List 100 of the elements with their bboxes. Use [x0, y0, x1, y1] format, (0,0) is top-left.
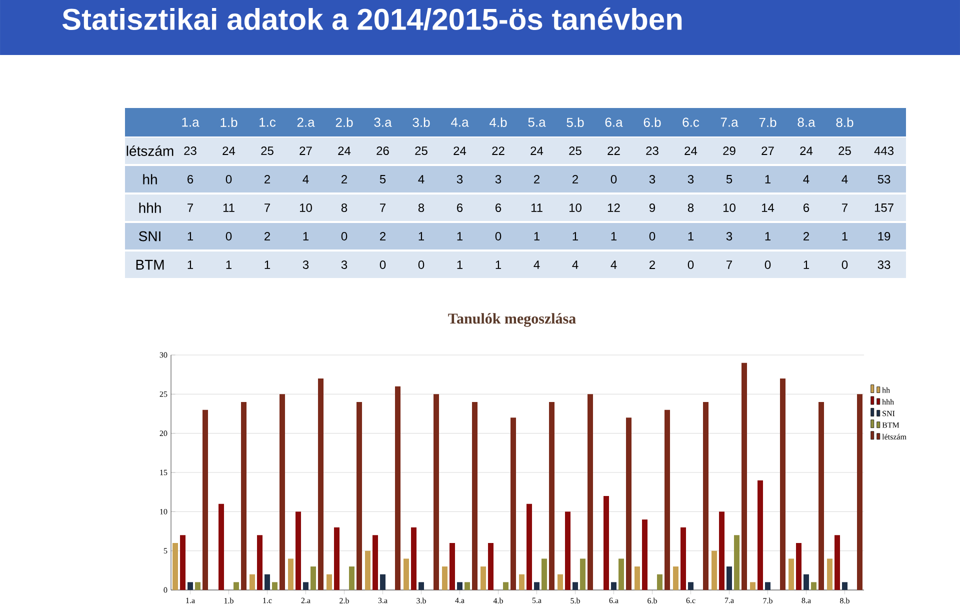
data-label: 1: [765, 232, 770, 240]
bar: [758, 480, 763, 590]
data-label: 0: [610, 174, 617, 184]
bar: [310, 566, 316, 590]
data-label: 0: [649, 232, 656, 240]
data-label: 0: [226, 174, 232, 184]
text: 33: [878, 260, 890, 269]
data-label: 8: [688, 203, 694, 212]
data-label: 3: [302, 260, 309, 269]
bar: [404, 558, 410, 590]
bar: [519, 574, 525, 590]
data-label: 0: [418, 260, 424, 269]
bar: [742, 362, 748, 590]
bar: [395, 386, 401, 590]
bar: [688, 582, 694, 590]
category-label: 1.c: [260, 118, 276, 127]
bar: [664, 410, 670, 590]
x-tick-label: 6.b: [648, 598, 657, 604]
bar: [272, 582, 278, 590]
data-label: 2: [264, 175, 270, 184]
x-tick-label: 6.c: [686, 598, 696, 604]
bar: [719, 512, 725, 590]
x-tick-label: 2.a: [301, 598, 310, 604]
data-label: 2: [650, 260, 655, 269]
data-label: 25: [261, 146, 274, 155]
category-label: 6.a: [605, 118, 623, 127]
data-label: 7: [380, 204, 386, 212]
bar: [811, 582, 816, 590]
bar: [510, 418, 516, 590]
data-label: 27: [762, 146, 774, 155]
x-tick-label: 1.a: [186, 598, 195, 604]
bar: [488, 542, 494, 590]
bar: [172, 542, 178, 590]
data-label: 10: [569, 203, 582, 212]
bar: [542, 558, 548, 590]
x-tick-label: 4.a: [455, 598, 464, 604]
bar: [780, 378, 786, 590]
data-label: 11: [531, 204, 542, 212]
y-tick-label: 25: [160, 391, 168, 397]
data-label: 2: [342, 175, 347, 184]
data-label: 1: [611, 232, 617, 240]
bar: [657, 574, 663, 590]
bar: [334, 527, 340, 590]
bar: [457, 582, 463, 590]
data-label: 5: [726, 175, 732, 184]
x-tick-label: 5.a: [532, 598, 542, 604]
bar: [526, 504, 532, 590]
bar: [442, 566, 448, 590]
data-label: 14: [762, 204, 774, 212]
x-tick-label: 2.b: [340, 598, 349, 604]
bar: [218, 504, 224, 590]
category-label: 1.a: [182, 118, 200, 127]
x-tick-label: 5.b: [570, 598, 580, 604]
x-tick-label: 7.a: [725, 598, 734, 604]
category-label: 3.a: [374, 118, 392, 127]
data-label: 25: [569, 146, 582, 155]
data-label: 1: [804, 260, 809, 269]
legend-label: BTM: [882, 422, 900, 428]
data-label: 1: [188, 260, 194, 269]
category-label: 1.b: [220, 117, 238, 128]
bar: [180, 535, 186, 590]
bar: [464, 582, 470, 590]
data-label: 4: [572, 260, 578, 269]
bar: [534, 582, 540, 590]
data-label: 7: [842, 204, 848, 212]
data-label: 24: [222, 146, 236, 155]
legend-label: SNI: [882, 410, 895, 416]
category-label: 4.b: [490, 117, 507, 128]
data-label: 24: [454, 146, 466, 155]
data-label: 1: [457, 232, 463, 240]
bar: [480, 566, 486, 590]
data-label: 25: [415, 146, 428, 155]
bar: [618, 558, 624, 590]
y-tick-label: 5: [164, 548, 168, 554]
data-label: 1: [457, 260, 463, 269]
bar: [703, 402, 709, 590]
bar: [264, 574, 270, 590]
chart-subtitle: Tanulók megoszlása: [448, 313, 576, 327]
data-label: 11: [223, 204, 234, 212]
data-label: 7: [188, 204, 193, 212]
data-label: 3: [688, 174, 694, 184]
data-label: 8: [341, 203, 348, 212]
bar: [734, 535, 740, 590]
data-label: 27: [300, 146, 312, 155]
bar: [750, 582, 756, 590]
category-label: 7.b: [759, 117, 776, 128]
y-tick-label: 30: [160, 352, 168, 358]
data-label: 4: [302, 175, 309, 184]
data-label: 23: [184, 146, 196, 155]
data-label: 4: [803, 175, 810, 184]
data-label: 3: [649, 174, 656, 184]
category-label: 8.b: [836, 117, 854, 128]
data-label: 7: [726, 260, 732, 269]
data-label: 6: [457, 203, 463, 212]
bar: [411, 527, 417, 590]
data-label: 10: [300, 203, 312, 212]
data-label: 6: [496, 203, 502, 212]
bar: [765, 582, 771, 590]
data-label: 24: [530, 146, 544, 155]
data-label: 4: [842, 175, 848, 184]
